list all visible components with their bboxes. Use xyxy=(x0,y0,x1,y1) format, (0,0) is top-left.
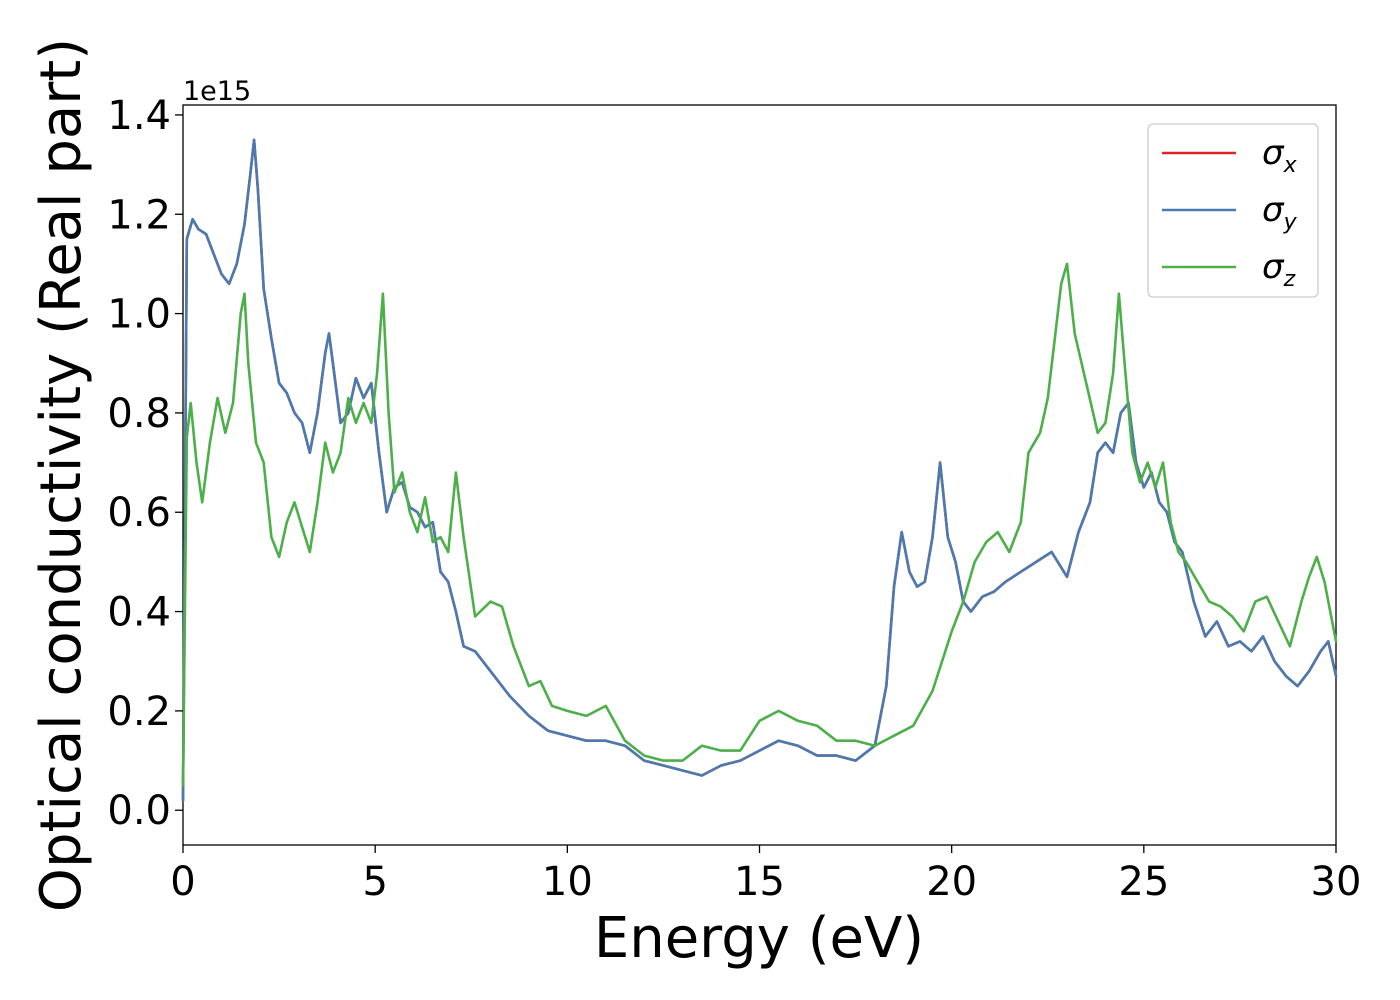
y-tick-label: 0.4 xyxy=(107,590,171,636)
y-tick-label: 0.6 xyxy=(107,490,171,536)
y-tick-label: 1.2 xyxy=(107,192,171,238)
x-tick-label: 25 xyxy=(1118,859,1169,905)
x-tick-label: 20 xyxy=(926,859,977,905)
y-axis: 0.0 0.2 0.4 0.6 0.8 1.0 1.2 1.4 xyxy=(107,93,183,834)
y-offset-label: 1e15 xyxy=(183,76,251,107)
x-axis: 0 5 10 15 20 25 30 xyxy=(170,845,1361,905)
y-tick-label: 1.0 xyxy=(107,292,171,338)
y-tick-label: 1.4 xyxy=(107,93,171,139)
y-tick-label: 0.0 xyxy=(107,788,171,834)
x-tick-label: 0 xyxy=(170,859,195,905)
x-tick-label: 15 xyxy=(734,859,785,905)
plot-area: 0 5 10 15 20 25 30 0.0 0.2 0.4 0.6 0.8 1.0 1.2 1.4 xyxy=(107,93,1361,905)
y-axis-title: Optical conductivity (Real part) xyxy=(29,38,94,912)
series-line-z xyxy=(181,262,1338,787)
x-tick-label: 5 xyxy=(362,859,387,905)
y-tick-label: 0.2 xyxy=(107,689,171,735)
x-tick-label: 30 xyxy=(1311,859,1362,905)
legend-label-x: σx xyxy=(1262,133,1298,178)
x-axis-title: Energy (eV) xyxy=(594,906,924,971)
legend-label-y: σy xyxy=(1262,190,1298,235)
y-tick-label: 0.8 xyxy=(107,391,171,437)
series-layer xyxy=(181,138,1338,802)
x-tick-label: 10 xyxy=(542,859,593,905)
